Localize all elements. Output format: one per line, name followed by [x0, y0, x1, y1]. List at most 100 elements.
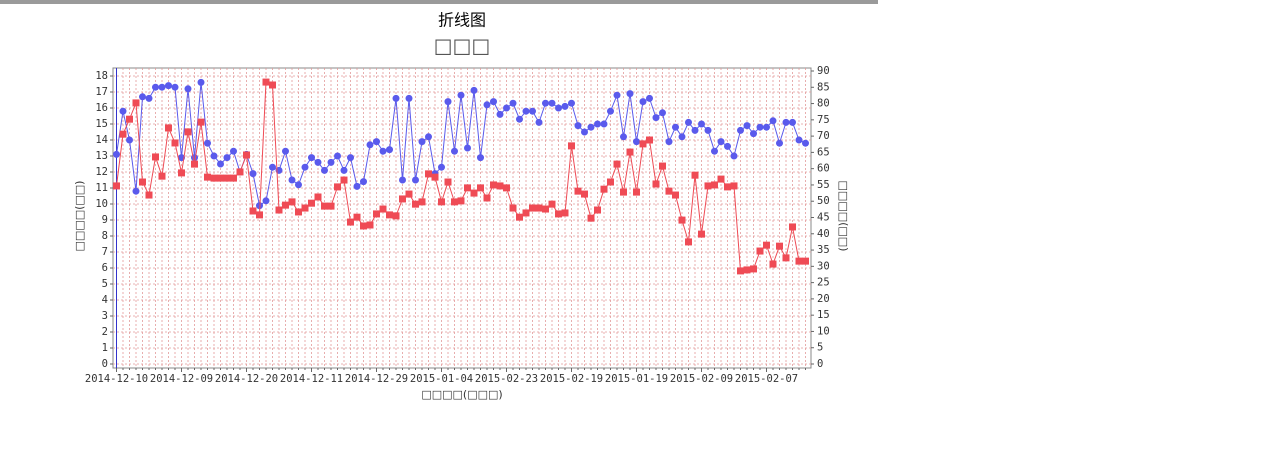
- point: [438, 163, 445, 171]
- point: [470, 189, 478, 197]
- point: [197, 118, 205, 126]
- point: [776, 242, 783, 250]
- point: [444, 178, 452, 186]
- point: [516, 115, 523, 123]
- point: [652, 180, 660, 188]
- point: [217, 174, 224, 182]
- point: [126, 115, 133, 123]
- point: [561, 102, 569, 110]
- point: [275, 206, 283, 214]
- point: [542, 205, 549, 213]
- point: [548, 200, 556, 208]
- point: [581, 128, 588, 136]
- y-tick-label: 7: [102, 246, 108, 258]
- point: [763, 241, 770, 249]
- point: [483, 194, 491, 202]
- point: [373, 138, 380, 146]
- point: [509, 204, 517, 212]
- point: [158, 172, 166, 180]
- point: [165, 124, 172, 132]
- point: [139, 93, 146, 101]
- y2-tick-label: 35: [817, 244, 830, 256]
- point: [672, 191, 679, 199]
- point: [334, 152, 341, 160]
- point: [743, 122, 751, 130]
- point: [626, 90, 634, 98]
- point: [490, 181, 497, 189]
- point: [704, 182, 712, 190]
- point: [555, 104, 562, 112]
- point: [204, 173, 211, 181]
- point: [405, 190, 413, 198]
- point: [776, 139, 783, 147]
- point: [230, 147, 237, 155]
- point: [678, 216, 686, 224]
- point: [379, 205, 387, 213]
- point: [711, 181, 718, 189]
- point: [600, 185, 608, 193]
- point: [795, 257, 803, 265]
- y2-tick-label: 75: [817, 114, 830, 126]
- point: [327, 158, 335, 166]
- point: [789, 118, 796, 126]
- point: [184, 128, 192, 136]
- point: [249, 207, 257, 215]
- point: [737, 126, 744, 134]
- point: [451, 198, 458, 206]
- y2-tick-label: 15: [817, 309, 830, 321]
- y2-tick-label: 25: [817, 277, 830, 289]
- x-tick-label: 2015-01-04: [410, 373, 473, 385]
- point: [750, 265, 757, 273]
- point: [626, 148, 634, 156]
- point: [613, 91, 621, 99]
- point: [249, 170, 257, 178]
- point: [743, 266, 751, 274]
- point: [594, 206, 601, 214]
- point: [548, 99, 556, 107]
- x-tick-label: 2014-12-09: [150, 373, 213, 385]
- point: [769, 117, 777, 125]
- y-tick-label: 9: [102, 214, 108, 226]
- x-axis-label: □□□□(□□□): [421, 388, 502, 401]
- point: [496, 110, 504, 118]
- point: [730, 182, 738, 190]
- point: [145, 94, 153, 102]
- point: [126, 136, 133, 144]
- point: [717, 175, 725, 183]
- point: [256, 211, 263, 219]
- point: [360, 178, 367, 186]
- point: [217, 160, 224, 168]
- point: [152, 153, 159, 161]
- grid: [110, 68, 814, 372]
- point: [119, 130, 127, 138]
- point: [587, 123, 595, 131]
- point: [347, 218, 354, 226]
- point: [360, 222, 367, 230]
- point: [366, 221, 374, 229]
- point: [568, 142, 575, 150]
- point: [405, 94, 413, 102]
- point: [139, 178, 146, 186]
- point: [373, 210, 380, 218]
- x-tick-label: 2014-12-20: [215, 373, 278, 385]
- point: [535, 118, 543, 126]
- point: [659, 109, 666, 117]
- point: [269, 81, 276, 89]
- point: [503, 184, 510, 192]
- y2-tick-label: 85: [817, 81, 830, 93]
- point: [243, 151, 250, 159]
- point: [574, 122, 582, 130]
- point: [418, 138, 426, 146]
- y-axis-label: □□□□(□□): [73, 181, 86, 252]
- y2-tick-label: 90: [817, 65, 830, 77]
- x-tick-label: 2014-12-11: [280, 373, 343, 385]
- point: [639, 98, 647, 106]
- point: [503, 104, 510, 112]
- y-tick-label: 8: [102, 230, 108, 242]
- point: [347, 154, 354, 162]
- point: [711, 147, 718, 155]
- point: [444, 98, 452, 106]
- point: [704, 126, 712, 134]
- y-tick-label: 16: [95, 102, 108, 114]
- point: [113, 182, 120, 190]
